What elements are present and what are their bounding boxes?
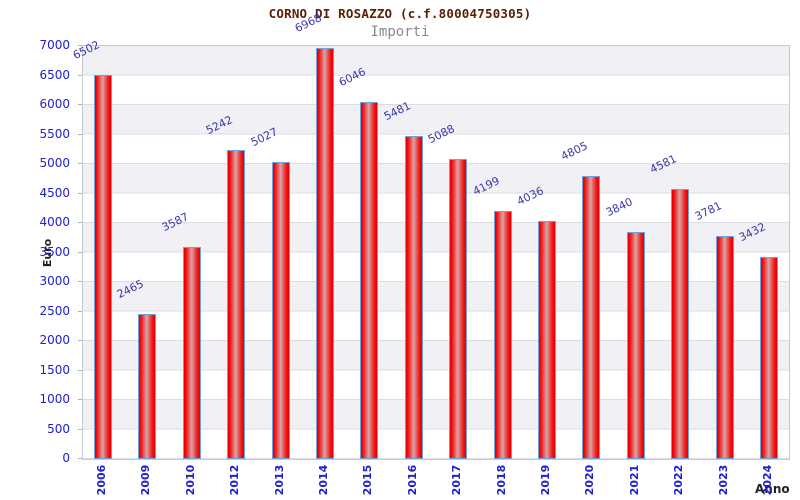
y-tick-mark [78, 222, 82, 223]
y-tick-mark [78, 74, 82, 76]
x-tick-label: 2016 [405, 464, 419, 496]
y-tick-mark [78, 133, 82, 135]
bar [360, 102, 379, 459]
y-tick-mark [78, 163, 82, 164]
x-tick-label: 2017 [450, 464, 464, 496]
bar [760, 256, 778, 459]
y-tick-label: 6000 [39, 97, 70, 111]
y-tick-label: 4500 [39, 185, 70, 200]
bar [182, 247, 201, 459]
y-tick-label: 1500 [39, 362, 70, 377]
chart-title: CORNO DI ROSAZZO (c.f.80004750305) [268, 6, 532, 21]
x-tick-label: 2006 [95, 464, 108, 496]
bar [94, 75, 112, 459]
x-tick-label: 2014 [317, 464, 330, 496]
y-tick-label: 4000 [39, 215, 70, 229]
bar [449, 158, 468, 459]
x-tick-label: 2019 [539, 464, 552, 496]
bar [227, 149, 246, 459]
y-tick-mark [78, 399, 82, 400]
y-tick-mark [78, 251, 82, 253]
y-tick-label: 7000 [39, 38, 70, 52]
x-tick-label: 2010 [183, 464, 197, 496]
x-tick-label: 2024 [761, 464, 774, 496]
x-tick-label: 2009 [139, 464, 153, 496]
y-tick-label: 0 [62, 451, 70, 465]
chart-subtitle: Importi [370, 24, 430, 40]
x-tick-label: 2012 [228, 464, 242, 496]
bar [626, 232, 645, 459]
y-tick-label: 1000 [39, 392, 70, 406]
bar [316, 47, 334, 459]
y-tick-label: 2500 [39, 303, 70, 318]
y-tick-mark [78, 45, 82, 46]
x-tick-label: 2013 [272, 464, 286, 496]
bar [582, 175, 601, 459]
x-tick-label: 2018 [494, 464, 508, 496]
x-tick-label: 2021 [627, 464, 641, 496]
bar [538, 220, 556, 459]
y-tick-mark [78, 428, 82, 430]
plot-area [82, 45, 790, 460]
y-tick-label: 3000 [39, 274, 70, 288]
x-tick-label: 2023 [716, 464, 730, 496]
bar [271, 162, 290, 459]
y-tick-label: 6500 [39, 67, 70, 82]
bar [404, 135, 423, 459]
y-tick-label: 3500 [39, 244, 70, 259]
y-tick-mark [78, 369, 82, 371]
y-tick-mark [78, 458, 82, 459]
bar [671, 188, 690, 459]
y-tick-mark [78, 310, 82, 312]
bar [715, 235, 734, 459]
x-tick-label: 2020 [583, 464, 597, 496]
y-tick-mark [78, 104, 82, 105]
y-tick-label: 5000 [39, 156, 70, 170]
y-tick-label: 5500 [39, 126, 70, 141]
y-tick-mark [78, 340, 82, 341]
bar [138, 313, 157, 459]
bar [493, 211, 512, 459]
x-axis-title: Anno [755, 482, 790, 496]
x-tick-label: 2022 [672, 464, 686, 496]
y-tick-mark [78, 281, 82, 282]
y-tick-mark [78, 192, 82, 194]
y-tick-label: 2000 [39, 333, 70, 347]
y-tick-label: 500 [47, 421, 70, 436]
x-tick-label: 2015 [361, 464, 375, 496]
